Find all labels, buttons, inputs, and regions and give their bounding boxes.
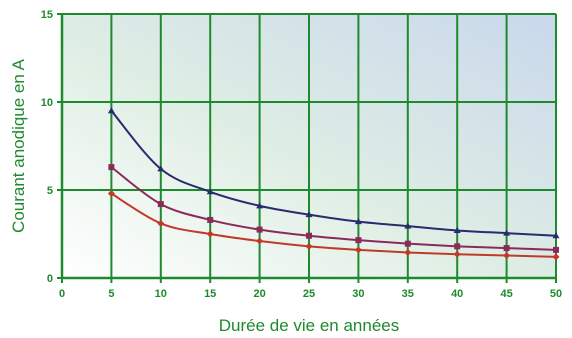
y-tick-label: 15 [41,9,53,21]
data-point [157,165,165,172]
data-point [552,253,560,261]
x-tick-label: 5 [108,288,114,300]
data-point [354,218,362,225]
data-point [552,232,560,239]
data-point [157,219,165,227]
x-tick-label: 50 [550,288,562,300]
data-point [453,226,461,233]
data-point [404,222,412,229]
series-line-3 [110,192,557,258]
data-point [256,237,264,245]
data-point [355,237,362,244]
x-tick-label: 10 [155,288,167,300]
x-tick-label: 40 [451,288,463,300]
y-tick-labels: 0 5 10 15 [41,9,62,285]
data-point [108,164,115,171]
data-point [107,107,115,114]
data-point [503,251,511,259]
data-point [207,216,214,223]
data-point [206,188,214,195]
x-tick-label: 25 [303,288,315,300]
y-axis-label: Courant anodique en A [9,58,28,233]
data-point [553,246,559,253]
series-line-2 [110,166,557,251]
data-point [256,226,263,233]
data-point [453,250,461,258]
x-tick-label: 20 [253,288,265,300]
data-point [454,243,461,250]
data-point [305,211,313,218]
series-line-1 [110,110,557,237]
data-point [354,246,362,254]
x-tick-label: 15 [204,288,216,300]
data-point [306,232,312,239]
x-tick-label: 0 [59,288,65,300]
data-point [503,229,511,236]
x-tick-label: 45 [500,288,512,300]
data-point [404,240,411,247]
data-point [503,245,510,252]
x-tick-label: 35 [402,288,414,300]
data-point [305,242,313,250]
y-tick-label: 5 [47,185,53,197]
data-point [404,248,412,256]
y-tick-label: 0 [47,273,53,285]
data-point [256,202,264,209]
x-tick-labels: 0 5 10 15 20 25 30 35 40 45 50 [59,278,562,300]
series-group [107,107,560,261]
y-tick-label: 10 [41,97,53,109]
x-axis-label: Durée de vie en années [219,316,400,335]
data-point [206,230,214,238]
x-tick-label: 30 [352,288,364,300]
data-point [107,190,115,198]
data-point [157,201,164,208]
